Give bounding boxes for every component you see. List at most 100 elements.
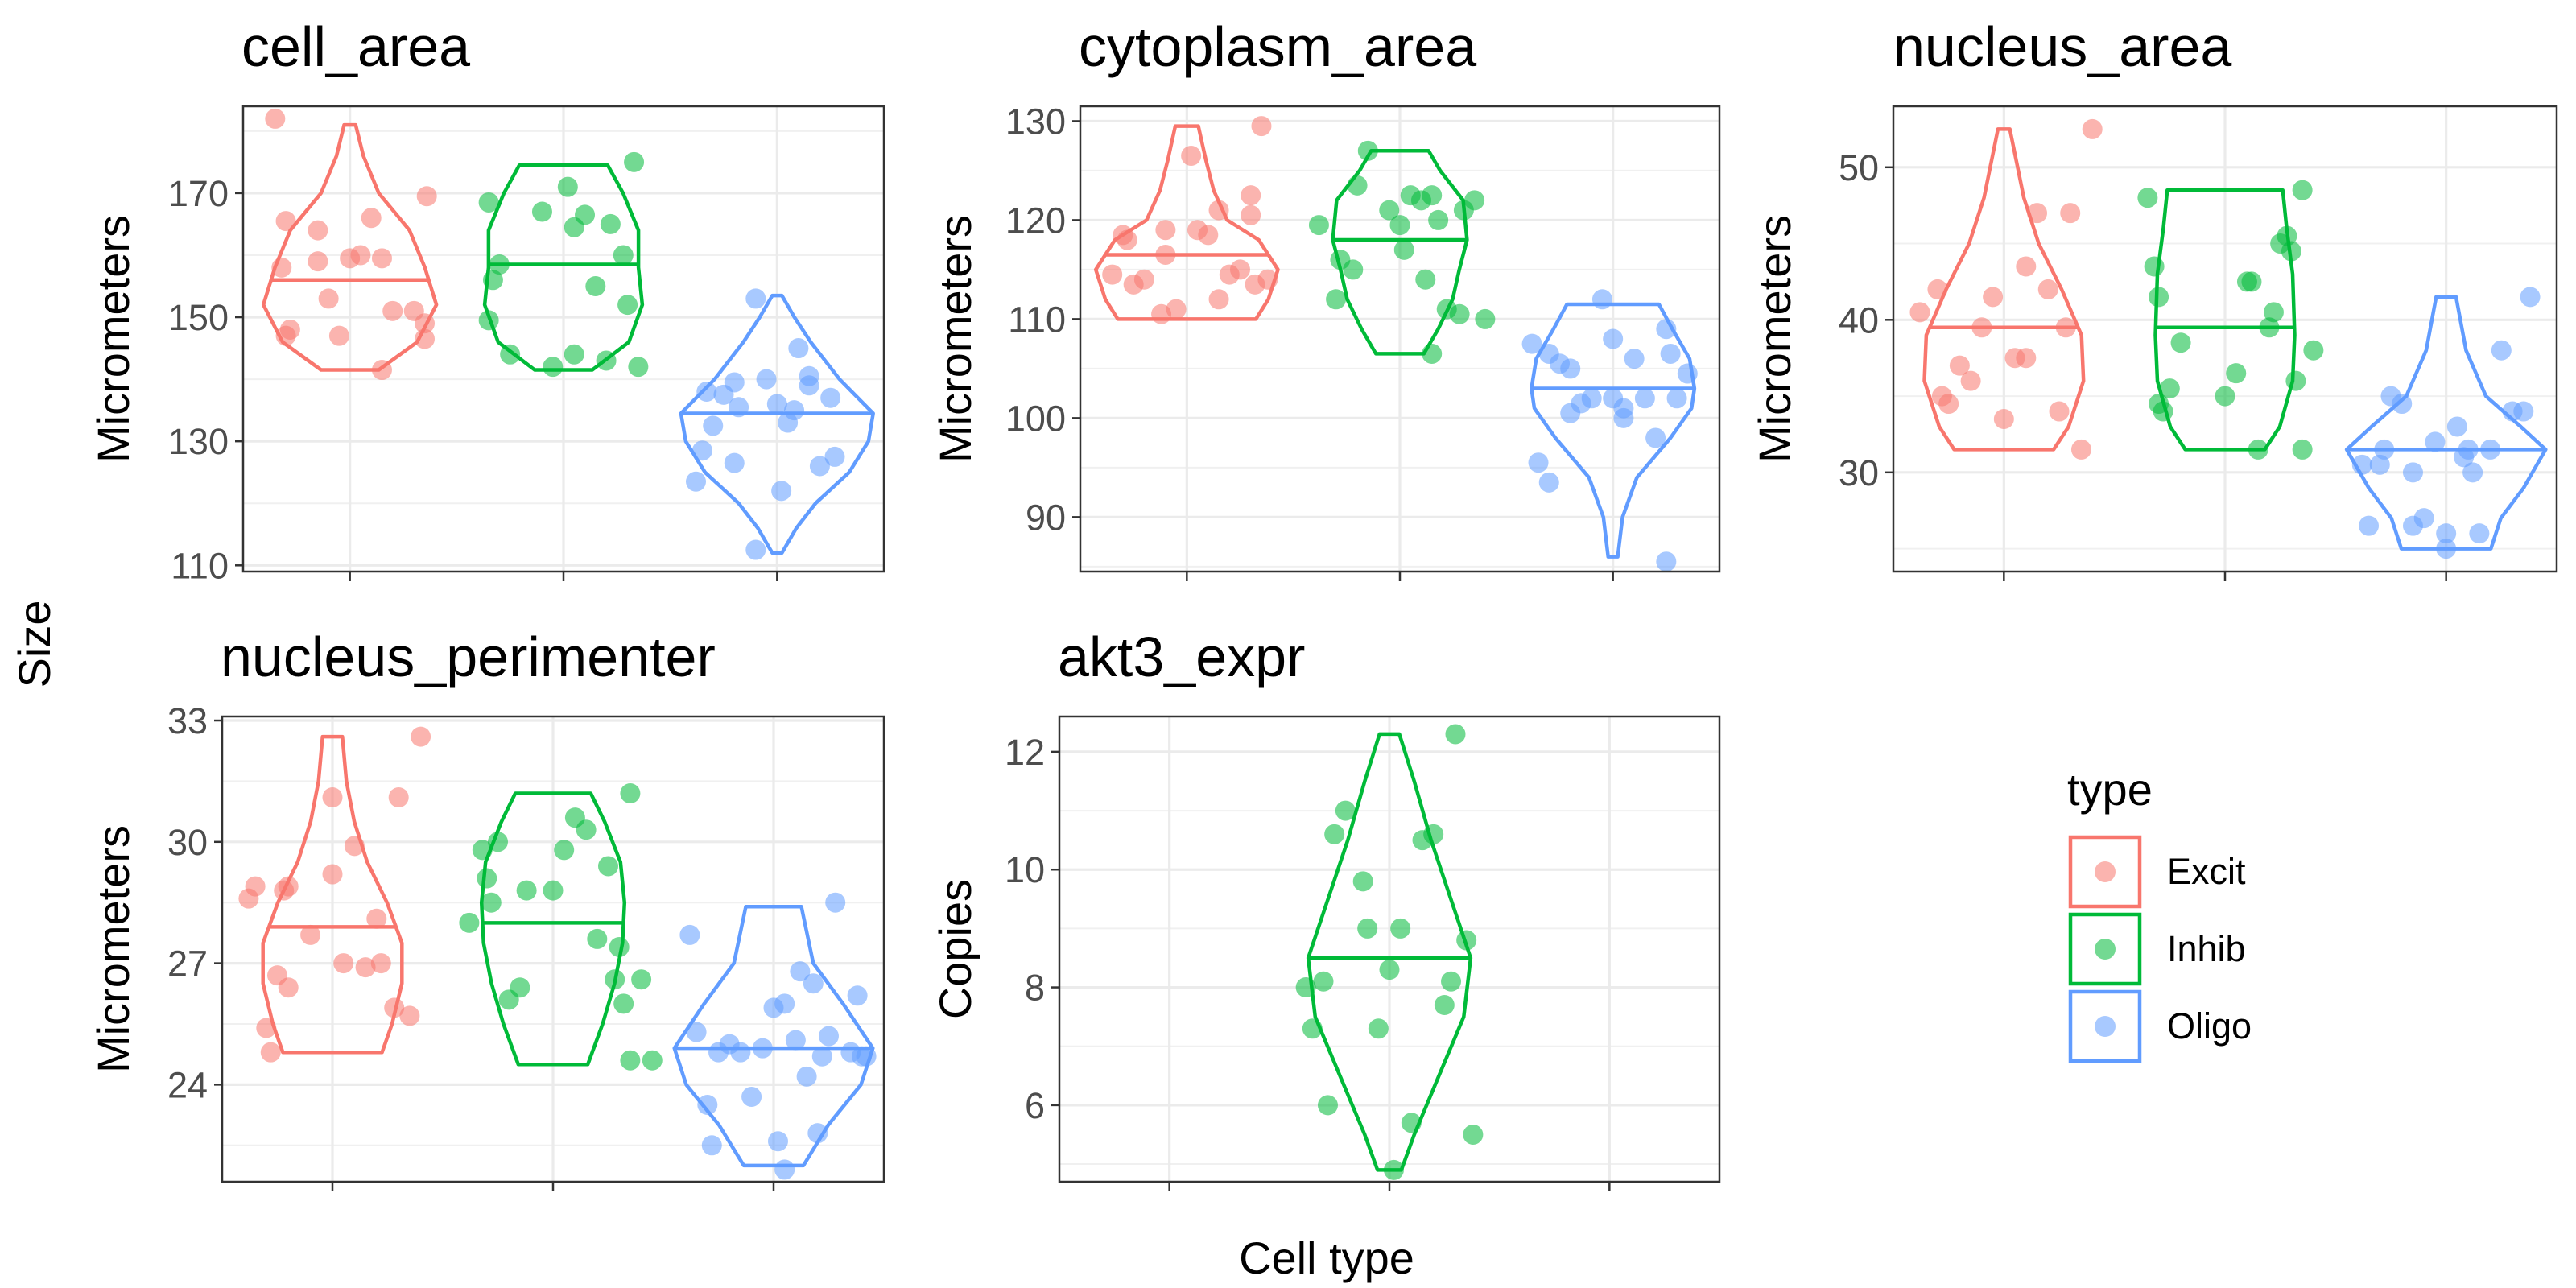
data-point <box>2016 348 2037 369</box>
panel-y-label: Copies <box>930 879 980 1019</box>
data-point <box>1660 343 1681 364</box>
data-point <box>1656 319 1677 340</box>
data-point <box>774 993 795 1014</box>
data-point <box>2055 317 2076 338</box>
data-point <box>1666 388 1687 409</box>
data-point <box>1613 407 1634 428</box>
data-point <box>2436 523 2457 544</box>
series-excit <box>238 726 431 1063</box>
data-point <box>2049 401 2070 422</box>
legend-title: type <box>2067 764 2153 815</box>
data-point <box>554 840 575 861</box>
data-point <box>1401 1113 1422 1133</box>
data-point <box>2462 462 2483 483</box>
data-point <box>333 953 354 974</box>
data-point <box>271 257 292 278</box>
data-point <box>2285 370 2306 391</box>
data-point <box>510 977 530 998</box>
panel-y-label: Micrometers <box>88 215 138 463</box>
data-point <box>399 1005 420 1026</box>
data-point <box>1677 363 1698 384</box>
data-point <box>1308 215 1329 236</box>
data-point <box>1389 215 1410 236</box>
data-point <box>697 1095 718 1116</box>
data-point <box>459 912 480 933</box>
series-excit <box>1093 116 1280 324</box>
x-axis-label: Cell type <box>1239 1232 1414 1283</box>
data-point <box>1117 229 1137 250</box>
data-point <box>278 876 299 897</box>
data-point <box>371 360 392 381</box>
data-point <box>371 248 392 269</box>
data-point <box>1317 1095 1338 1116</box>
y-tick-label: 6 <box>1025 1085 1045 1126</box>
data-point <box>1357 140 1378 161</box>
y-tick-label: 130 <box>168 421 229 462</box>
data-point <box>679 924 700 945</box>
data-point <box>1423 824 1444 844</box>
data-point <box>724 372 745 393</box>
data-point <box>1521 333 1542 354</box>
panel-cell-area: 110 130 150 170 cell_area Micrometers <box>88 15 886 586</box>
data-point <box>557 176 578 197</box>
data-point <box>2159 378 2180 399</box>
data-point <box>2303 340 2324 361</box>
y-tick-label: 130 <box>1005 101 1066 142</box>
panel-y-label: Micrometers <box>1749 215 1800 463</box>
data-point <box>260 1042 281 1063</box>
data-point <box>1383 1159 1404 1180</box>
legend-key-box <box>2068 989 2142 1063</box>
data-point <box>2281 241 2301 262</box>
data-point <box>1993 408 2014 429</box>
series-inhib <box>459 782 663 1071</box>
data-point <box>752 1038 773 1059</box>
legend-item-inhib: Inhib <box>2068 912 2246 986</box>
data-point <box>856 1046 877 1067</box>
data-point <box>575 204 596 225</box>
data-point <box>1422 343 1443 364</box>
data-point <box>322 864 343 885</box>
data-point <box>1960 370 1981 391</box>
data-point <box>256 1018 277 1038</box>
data-point <box>2027 203 2048 224</box>
data-point <box>585 275 606 296</box>
data-point <box>1428 209 1449 230</box>
panel-y-label: Micrometers <box>88 825 138 1073</box>
legend-key-point <box>2095 939 2116 960</box>
violin-inhib <box>482 163 645 372</box>
panel-title: cytoplasm_area <box>1079 15 1476 78</box>
data-point <box>1656 551 1677 572</box>
data-point <box>482 270 503 291</box>
data-point <box>2402 462 2423 483</box>
data-point <box>1445 724 1466 745</box>
data-point <box>2480 439 2501 460</box>
panel-title: akt3_expr <box>1058 625 1305 688</box>
data-point <box>1295 977 1316 998</box>
data-point <box>1634 388 1655 409</box>
legend-label: Oligo <box>2167 1005 2252 1046</box>
data-point <box>478 310 499 331</box>
series-excit <box>1909 118 2103 460</box>
y-tick-label: 40 <box>1839 299 1879 341</box>
data-point <box>1379 960 1400 980</box>
legend: type Excit Inhib Oligo <box>2067 764 2252 1063</box>
violin-excit <box>1922 127 2086 452</box>
data-point <box>696 382 717 402</box>
data-point <box>1368 1018 1389 1039</box>
data-point <box>1335 800 1356 821</box>
data-point <box>1603 328 1624 349</box>
data-point <box>2226 363 2247 384</box>
data-point <box>824 446 845 467</box>
y-tick-label: 30 <box>1839 452 1879 493</box>
data-point <box>472 840 493 861</box>
data-point <box>1352 871 1373 892</box>
data-point <box>1909 302 1930 323</box>
series-inhib <box>2137 180 2324 460</box>
data-point <box>785 1030 806 1051</box>
y-tick-label: 100 <box>1005 398 1066 439</box>
data-point <box>1538 472 1559 493</box>
series-oligo <box>672 892 877 1180</box>
data-point <box>617 295 638 316</box>
data-point <box>576 819 597 840</box>
data-point <box>1927 279 1948 299</box>
